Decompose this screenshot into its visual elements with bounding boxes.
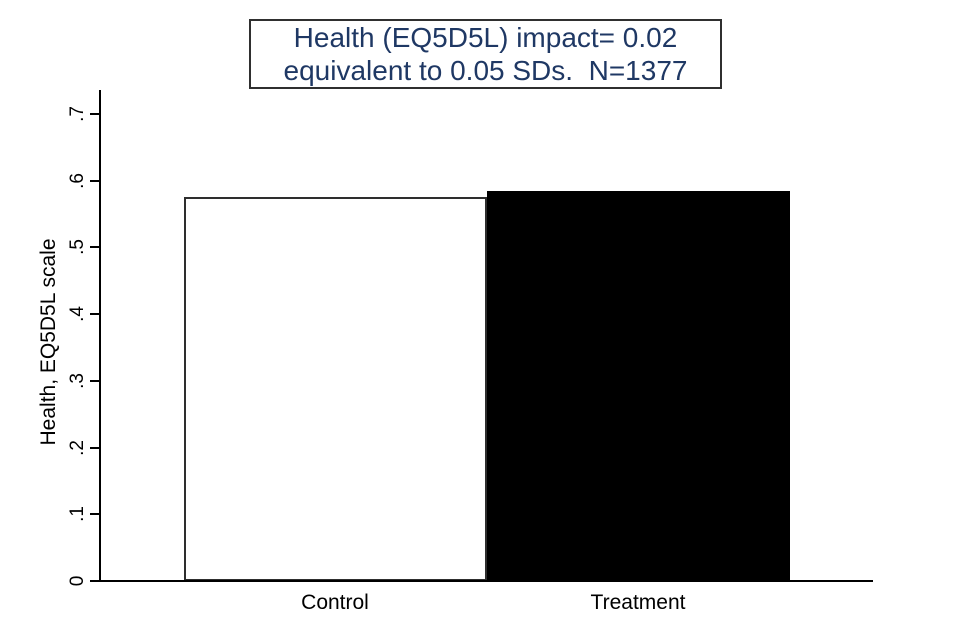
y-tick-label: .7 [67, 106, 88, 122]
chart-title-line1: Health (EQ5D5L) impact= 0.02 [293, 22, 678, 53]
y-tick [90, 179, 100, 182]
y-tick-label: .6 [67, 172, 88, 189]
y-tick [90, 513, 100, 516]
y-tick [90, 313, 100, 316]
y-tick [90, 379, 100, 382]
y-tick [90, 580, 100, 582]
y-tick-label: .3 [67, 372, 88, 389]
chart-title-line2: equivalent to 0.05 SDs. N=1377 [283, 55, 688, 86]
y-tick-label: 0 [67, 575, 88, 587]
bar-control [183, 197, 487, 581]
y-tick-label: .1 [67, 506, 88, 523]
y-tick-label: .4 [67, 306, 88, 323]
y-tick [90, 113, 100, 115]
y-tick [90, 246, 100, 249]
y-tick-label: .5 [67, 239, 88, 256]
bar-treatment [486, 191, 790, 581]
x-tick-label-control: Control [301, 591, 369, 614]
y-tick [90, 446, 100, 449]
x-axis-line [99, 580, 873, 582]
y-tick-label: .2 [67, 439, 88, 456]
chart-title-box: Health (EQ5D5L) impact= 0.02 equivalent … [249, 19, 722, 89]
x-tick-label-treatment: Treatment [590, 591, 686, 614]
y-axis-line [99, 90, 101, 581]
y-axis-title: Health, EQ5D5L scale [37, 238, 60, 446]
